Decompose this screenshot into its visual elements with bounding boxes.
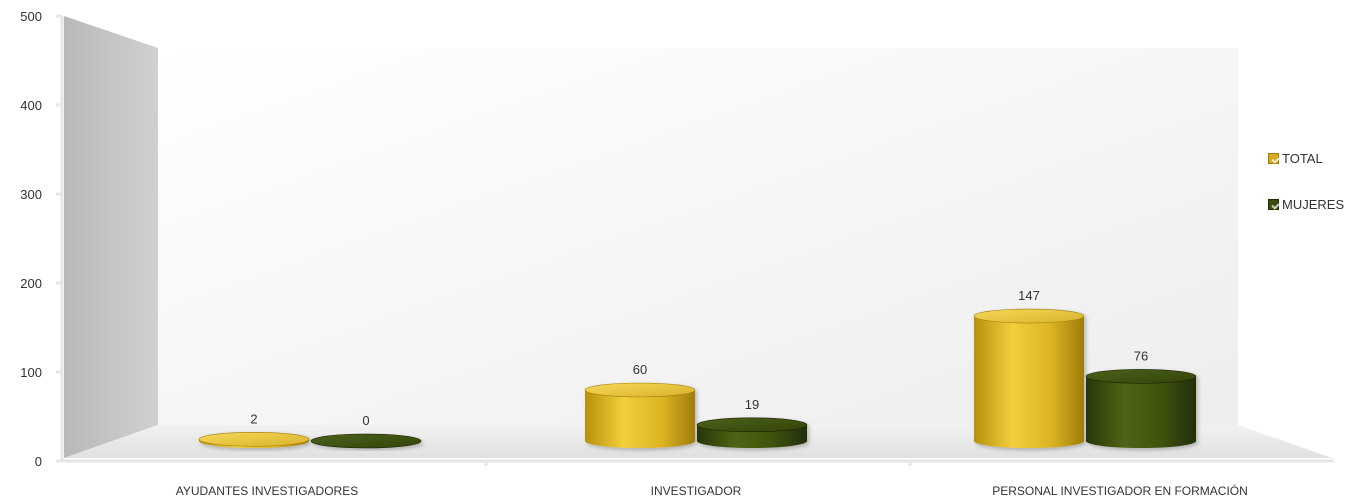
bars [198,308,1197,449]
legend: TOTAL MUJERES [1268,148,1364,240]
x-axis-category-ticks: AYUDANTES INVESTIGADORES INVESTIGADOR PERS… [176,461,1248,498]
y-tick-label: 0 [35,454,42,469]
x-tick-label: AYUDANTES INVESTIGADORES [176,484,358,498]
legend-swatch-total [1268,152,1279,164]
data-label: 60 [633,362,647,377]
bar-mujeres-2[interactable] [1085,369,1197,448]
y-axis-ticks: 0 100 200 300 400 500 [20,9,62,469]
data-label: 2 [250,411,257,426]
x-tick-label: PERSONAL INVESTIGADOR EN FORMACIÓN [992,483,1248,498]
bar-top [310,433,422,449]
bar-body [1086,376,1196,448]
data-labels: 2 0 60 19 147 76 [250,288,1148,428]
y-tick-label: 500 [20,9,42,24]
data-label: 147 [1018,288,1040,303]
bar-top [696,417,808,433]
bar-total-1[interactable] [584,382,696,448]
data-label: 0 [362,413,369,428]
bar-top [1085,369,1197,384]
legend-item-total[interactable]: TOTAL [1268,148,1364,168]
bar-body [974,316,1084,448]
bar-total-2[interactable] [973,308,1085,448]
bar-mujeres-1[interactable] [696,417,808,448]
x-tick-label: INVESTIGADOR [651,484,742,498]
data-label: 19 [745,397,759,412]
legend-swatch-mujeres [1268,198,1279,210]
y-tick-label: 100 [20,365,42,380]
side-wall [64,16,158,458]
y-tick-label: 300 [20,187,42,202]
legend-item-mujeres[interactable]: MUJERES [1268,194,1364,214]
bar-total-0[interactable] [198,431,310,448]
bar-mujeres-0[interactable] [310,433,422,449]
bar-top [198,431,310,447]
y-tick-label: 200 [20,276,42,291]
data-label: 76 [1134,348,1148,363]
legend-label-total: TOTAL [1282,150,1323,166]
bar-top [973,308,1085,324]
y-tick-label: 400 [20,98,42,113]
legend-label-mujeres: MUJERES [1282,196,1345,212]
bar-body [585,390,695,448]
back-wall [158,48,1238,425]
bar-top [584,382,696,398]
